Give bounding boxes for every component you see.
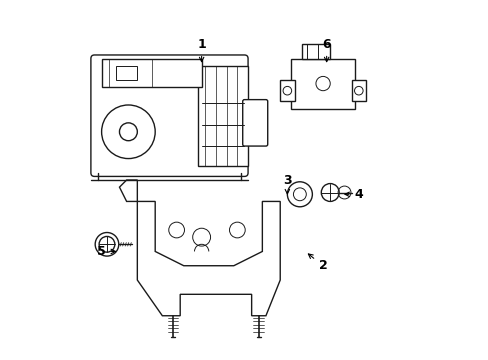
Bar — [116, 66, 137, 80]
Polygon shape — [119, 180, 137, 202]
Bar — [290, 59, 354, 109]
Bar — [301, 44, 329, 59]
Text: 4: 4 — [344, 188, 363, 201]
Bar — [102, 59, 201, 87]
Text: 6: 6 — [322, 38, 330, 62]
Text: 3: 3 — [283, 174, 291, 194]
Polygon shape — [137, 202, 280, 316]
Text: 2: 2 — [308, 254, 327, 272]
Bar — [280, 80, 294, 102]
Bar — [351, 80, 365, 102]
Text: 5: 5 — [97, 245, 115, 258]
Bar — [198, 66, 247, 166]
FancyBboxPatch shape — [91, 55, 247, 176]
FancyBboxPatch shape — [242, 100, 267, 146]
Text: 1: 1 — [197, 38, 205, 62]
